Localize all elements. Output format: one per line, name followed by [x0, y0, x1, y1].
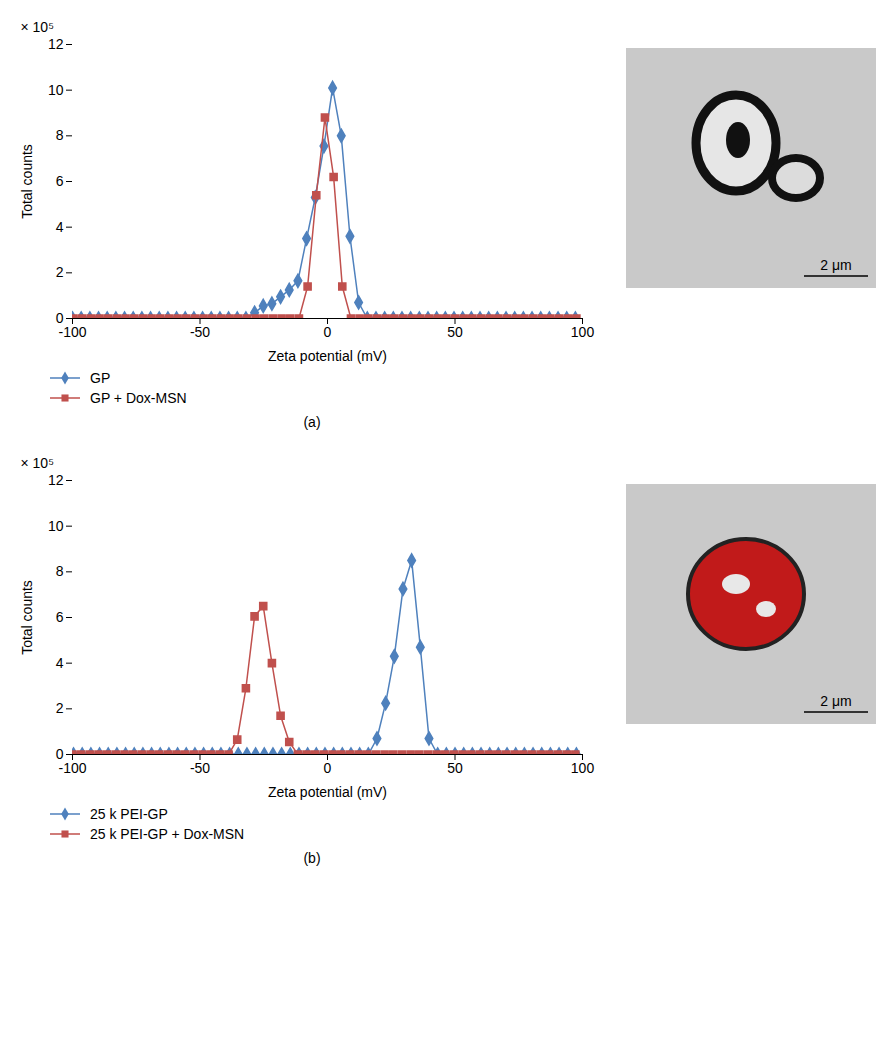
svg-text:100: 100 — [571, 760, 595, 776]
html-text:GP + Dox-MSN: GP + Dox-MSN — [90, 390, 187, 406]
svg-text:Total counts: Total counts — [19, 144, 35, 219]
svg-text:50: 50 — [447, 324, 463, 340]
svg-text:Zeta potential (mV): Zeta potential (mV) — [268, 784, 387, 800]
svg-text:-50: -50 — [190, 324, 210, 340]
svg-text:× 10⁵: × 10⁵ — [21, 455, 54, 471]
svg-text:8: 8 — [56, 127, 64, 143]
svg-text:10: 10 — [48, 82, 64, 98]
html-text:(b): (b) — [303, 850, 321, 866]
svg-text:Total counts: Total counts — [19, 580, 35, 655]
html-text:(a): (a) — [303, 414, 321, 430]
svg-text:0: 0 — [55, 310, 64, 326]
svg-text:12: 12 — [48, 36, 64, 52]
html-text:GP: GP — [90, 370, 111, 386]
svg-text:0: 0 — [55, 746, 64, 762]
svg-text:2 μm: 2 μm — [820, 257, 851, 273]
svg-text:-50: -50 — [190, 760, 210, 776]
html-text:25 k PEI-GP: 25 k PEI-GP — [90, 806, 168, 822]
svg-text:× 10⁵: × 10⁵ — [21, 19, 54, 35]
svg-text:0: 0 — [324, 324, 332, 340]
svg-text:0: 0 — [324, 760, 332, 776]
svg-text:6: 6 — [56, 173, 64, 189]
svg-text:6: 6 — [56, 609, 64, 625]
svg-text:12: 12 — [48, 472, 64, 488]
svg-text:100: 100 — [571, 324, 595, 340]
html-text:25 k PEI-GP + Dox-MSN: 25 k PEI-GP + Dox-MSN — [90, 826, 245, 842]
svg-text:-100: -100 — [58, 760, 86, 776]
svg-text:4: 4 — [56, 219, 64, 235]
svg-text:2: 2 — [56, 264, 64, 280]
svg-text:50: 50 — [447, 760, 463, 776]
svg-text:4: 4 — [56, 655, 64, 671]
svg-text:8: 8 — [56, 563, 64, 579]
svg-text:2: 2 — [56, 700, 64, 716]
svg-text:10: 10 — [48, 518, 64, 534]
svg-text:-100: -100 — [58, 324, 86, 340]
svg-text:2 μm: 2 μm — [820, 693, 851, 709]
svg-text:Zeta potential (mV): Zeta potential (mV) — [268, 348, 387, 364]
